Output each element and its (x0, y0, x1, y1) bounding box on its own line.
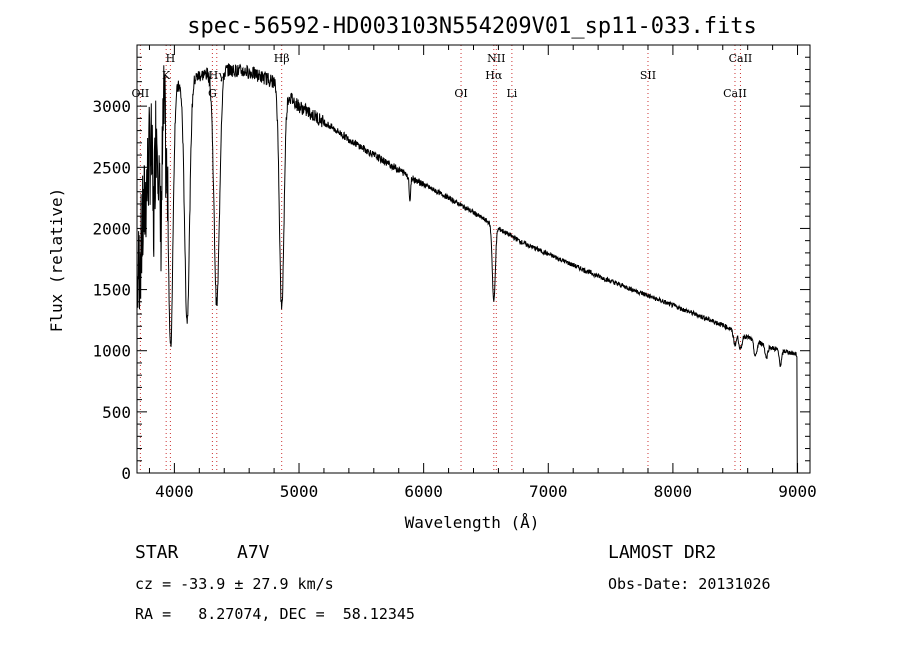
y-axis-label: Flux (relative) (47, 188, 66, 333)
x-tick-label: 8000 (654, 482, 693, 501)
x-tick-label: 6000 (404, 482, 443, 501)
x-tick-label: 4000 (155, 482, 194, 501)
y-tick-label: 1500 (92, 281, 131, 300)
survey-label: LAMOST DR2 (608, 542, 717, 563)
spectral-line-label: CaII (729, 52, 753, 65)
observation-date: Obs-Date: 20131026 (608, 575, 771, 593)
spectral-subclass: A7V (237, 542, 270, 563)
y-tick-label: 0 (121, 464, 131, 483)
redshift-readout: cz = -33.9 ± 27.9 km/s (135, 575, 334, 593)
spectral-line-label: NII (487, 52, 505, 65)
coordinates-readout: RA = 8.27074, DEC = 58.12345 (135, 605, 415, 623)
x-tick-label: 9000 (778, 482, 817, 501)
spectral-line-label: Hβ (274, 52, 290, 65)
x-tick-label: 7000 (529, 482, 568, 501)
spectral-line-label: Hγ (209, 69, 226, 82)
spectral-line-label: H (166, 52, 176, 65)
y-tick-label: 2500 (92, 158, 131, 177)
y-tick-label: 1000 (92, 342, 131, 361)
y-tick-label: 500 (102, 403, 131, 422)
y-tick-label: 3000 (92, 97, 131, 116)
spectral-line-label: K (162, 69, 171, 82)
axis-ticks: 4000 5000 6000 7000 8000 9000 0 500 1000 1500 2000… (92, 45, 817, 501)
x-tick-label: 5000 (280, 482, 319, 501)
spectral-line-label: Li (506, 87, 517, 100)
spectral-line-label: CaII (723, 87, 747, 100)
spectral-line-label: Hα (485, 69, 503, 82)
chart-title: spec-56592-HD003103N554209V01_sp11-033.f… (187, 14, 757, 39)
object-type: STAR (135, 542, 179, 563)
y-tick-label: 2000 (92, 219, 131, 238)
x-axis-label: Wavelength (Å) (405, 513, 540, 532)
spectral-line-label: SII (640, 69, 656, 82)
spectral-line-label: OI (454, 87, 467, 100)
spectrum-series (137, 63, 798, 474)
spectrum-line (137, 63, 798, 474)
plot-frame (136, 44, 811, 474)
spectral-line-label: G (208, 87, 217, 100)
